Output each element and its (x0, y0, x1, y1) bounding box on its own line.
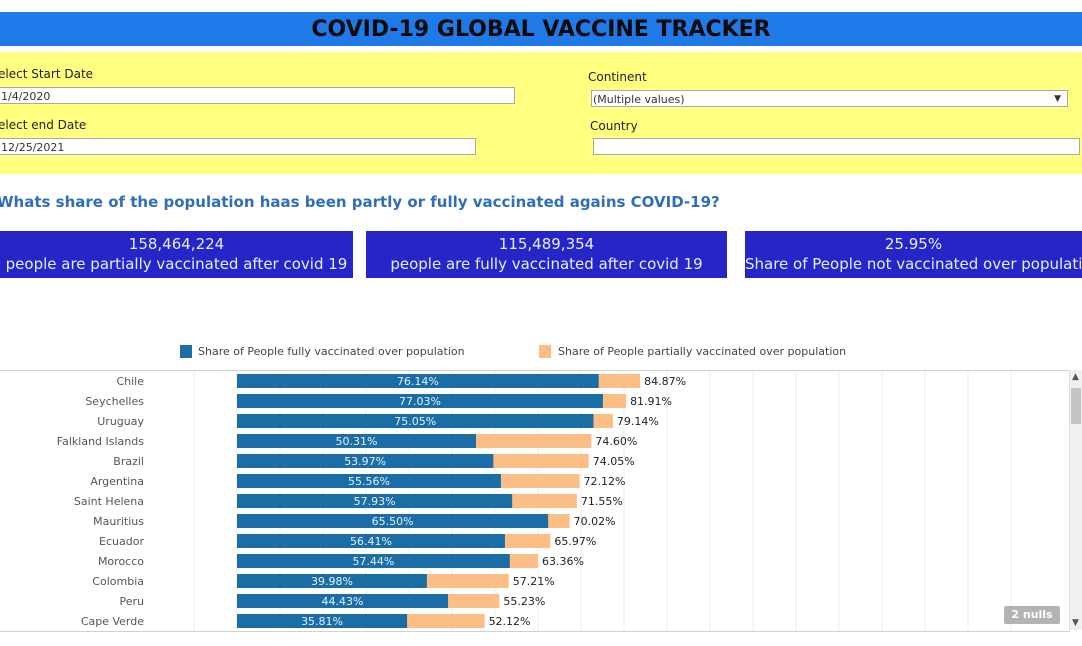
title-bar: COVID-19 GLOBAL VACCINE TRACKER (0, 12, 1082, 46)
bar-fully (237, 414, 594, 428)
bar-fully (237, 474, 501, 488)
kpi-text: Share of People not vaccinated over popu… (745, 255, 1082, 273)
bar-fully (237, 514, 549, 528)
category-label: Seychelles (85, 395, 144, 408)
bar-fully (237, 374, 599, 388)
bar-chart: Chile 76.14% 84.87% Seychelles 77.03% 81.91% U… (57, 371, 1012, 631)
data-label-fully: 56.41% (350, 535, 392, 548)
category-label: Saint Helena (74, 495, 144, 508)
chart-scrollbar[interactable]: ▲ ▼ (1069, 370, 1082, 630)
legend-swatch-fully (180, 345, 192, 358)
continent-value: (Multiple values) (593, 93, 685, 106)
country-input[interactable] (593, 138, 1080, 155)
category-label: Argentina (90, 475, 144, 488)
scroll-thumb[interactable] (1071, 388, 1081, 424)
bar-fully (237, 454, 494, 468)
data-label-partially: 63.36% (542, 555, 584, 568)
country-label: Country (590, 119, 638, 133)
scroll-up-icon[interactable]: ▲ (1072, 372, 1079, 382)
data-label-partially: 84.87% (644, 375, 686, 388)
data-label-fully: 75.05% (394, 415, 436, 428)
data-label-partially: 57.21% (513, 575, 555, 588)
kpi-value: 25.95% (884, 235, 943, 253)
data-label-fully: 77.03% (399, 395, 441, 408)
kpi-text: people are partially vaccinated after co… (5, 255, 348, 273)
bar-fully (237, 494, 513, 508)
category-label: Chile (116, 375, 144, 388)
dashboard-title: COVID-19 GLOBAL VACCINE TRACKER (311, 16, 771, 42)
data-label-fully: 53.97% (344, 455, 386, 468)
data-label-partially: 65.97% (554, 535, 596, 548)
data-label-partially: 81.91% (630, 395, 672, 408)
end-date-label: elect end Date (0, 118, 87, 132)
data-label-fully: 55.56% (348, 475, 390, 488)
data-label-fully: 50.31% (336, 435, 378, 448)
bar-fully (237, 434, 476, 448)
category-label: Peru (119, 595, 144, 608)
category-label: Morocco (98, 555, 144, 568)
category-label: Mauritius (93, 515, 144, 528)
legend-label-partially: Share of People partially vaccinated ove… (558, 345, 847, 358)
bar-fully (237, 594, 449, 608)
bar-fully (237, 614, 408, 628)
data-label-partially: 72.12% (584, 475, 626, 488)
data-label-partially: 52.12% (489, 615, 531, 628)
question-heading: Whats share of the population haas been … (0, 193, 720, 211)
data-label-partially: 71.55% (581, 495, 623, 508)
kpi-text: people are fully vaccinated after covid … (390, 255, 703, 273)
chevron-down-icon: ▼ (1054, 94, 1061, 104)
bar-fully (237, 534, 505, 548)
data-label-fully: 35.81% (301, 615, 343, 628)
continent-label: Continent (588, 70, 647, 84)
continent-dropdown[interactable]: (Multiple values) ▼ (591, 90, 1068, 107)
data-label-fully: 76.14% (397, 375, 439, 388)
data-label-fully: 65.50% (372, 515, 414, 528)
kpi-fully-vaccinated: 115,489,354 people are fully vaccinated … (366, 231, 727, 278)
data-label-partially: 70.02% (574, 515, 616, 528)
kpi-not-vaccinated: 25.95% Share of People not vaccinated ov… (745, 231, 1082, 278)
scroll-down-icon[interactable]: ▼ (1072, 618, 1079, 628)
category-label: Brazil (113, 455, 144, 468)
data-label-partially: 74.05% (593, 455, 635, 468)
filter-panel: elect Start Date 1/4/2020 elect end Date… (0, 52, 1082, 174)
category-label: Colombia (92, 575, 144, 588)
chart-legend: Share of People fully vaccinated over po… (0, 344, 1082, 362)
category-label: Falkland Islands (57, 435, 144, 448)
data-label-partially: 74.60% (595, 435, 637, 448)
category-label: Cape Verde (81, 615, 144, 628)
data-label-fully: 39.98% (311, 575, 353, 588)
data-label-partially: 55.23% (503, 595, 545, 608)
bar-fully (237, 574, 427, 588)
kpi-value: 158,464,224 (128, 235, 225, 253)
kpi-value: 115,489,354 (498, 235, 595, 253)
bar-fully (237, 554, 510, 568)
data-label-fully: 44.43% (322, 595, 364, 608)
start-date-input[interactable]: 1/4/2020 (0, 87, 515, 104)
data-label-partially: 79.14% (617, 415, 659, 428)
data-label-fully: 57.44% (352, 555, 394, 568)
kpi-partially-vaccinated: 158,464,224 people are partially vaccina… (0, 231, 353, 278)
start-date-label: elect Start Date (0, 67, 94, 81)
legend-label-fully: Share of People fully vaccinated over po… (198, 345, 465, 358)
nulls-indicator[interactable]: 2 nulls (1004, 606, 1060, 624)
end-date-input[interactable]: 12/25/2021 (0, 138, 476, 155)
category-label: Uruguay (97, 415, 144, 428)
category-label: Ecuador (99, 535, 144, 548)
data-label-fully: 57.93% (354, 495, 396, 508)
legend-swatch-partially (539, 345, 551, 358)
chart-area: Chile 76.14% 84.87% Seychelles 77.03% 81.91% U… (0, 370, 1070, 632)
bar-fully (237, 394, 603, 408)
